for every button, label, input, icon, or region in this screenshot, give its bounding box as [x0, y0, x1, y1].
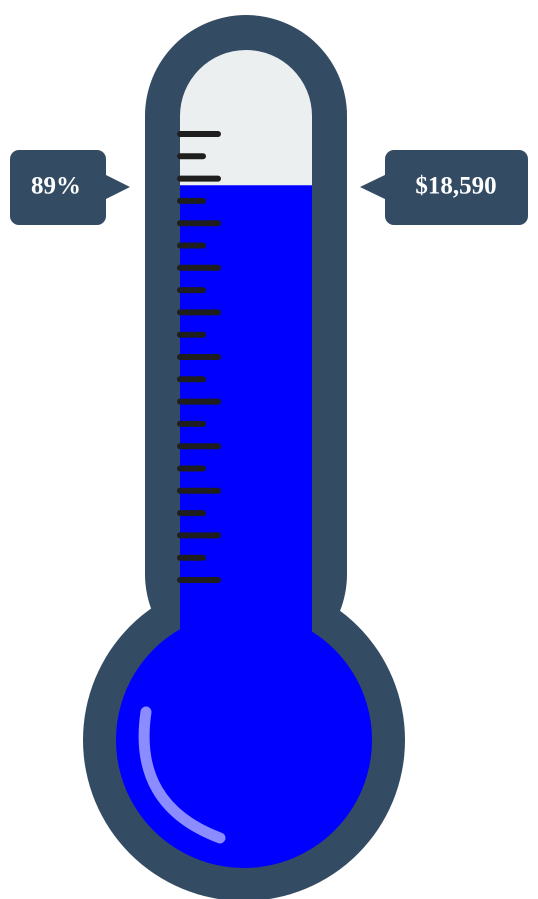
percent-callout: 89% [10, 150, 130, 225]
bulb-fill [116, 612, 372, 868]
amount-label: $18,590 [415, 173, 496, 200]
callout-box [10, 150, 106, 225]
scale-ticks [177, 131, 221, 583]
callout-box [385, 150, 528, 225]
callout-pointer [104, 174, 130, 200]
callout-pointer [360, 174, 387, 200]
gloss [138, 706, 226, 844]
percent-label: 89% [31, 173, 81, 200]
amount-callout: $18,590 [360, 150, 528, 225]
